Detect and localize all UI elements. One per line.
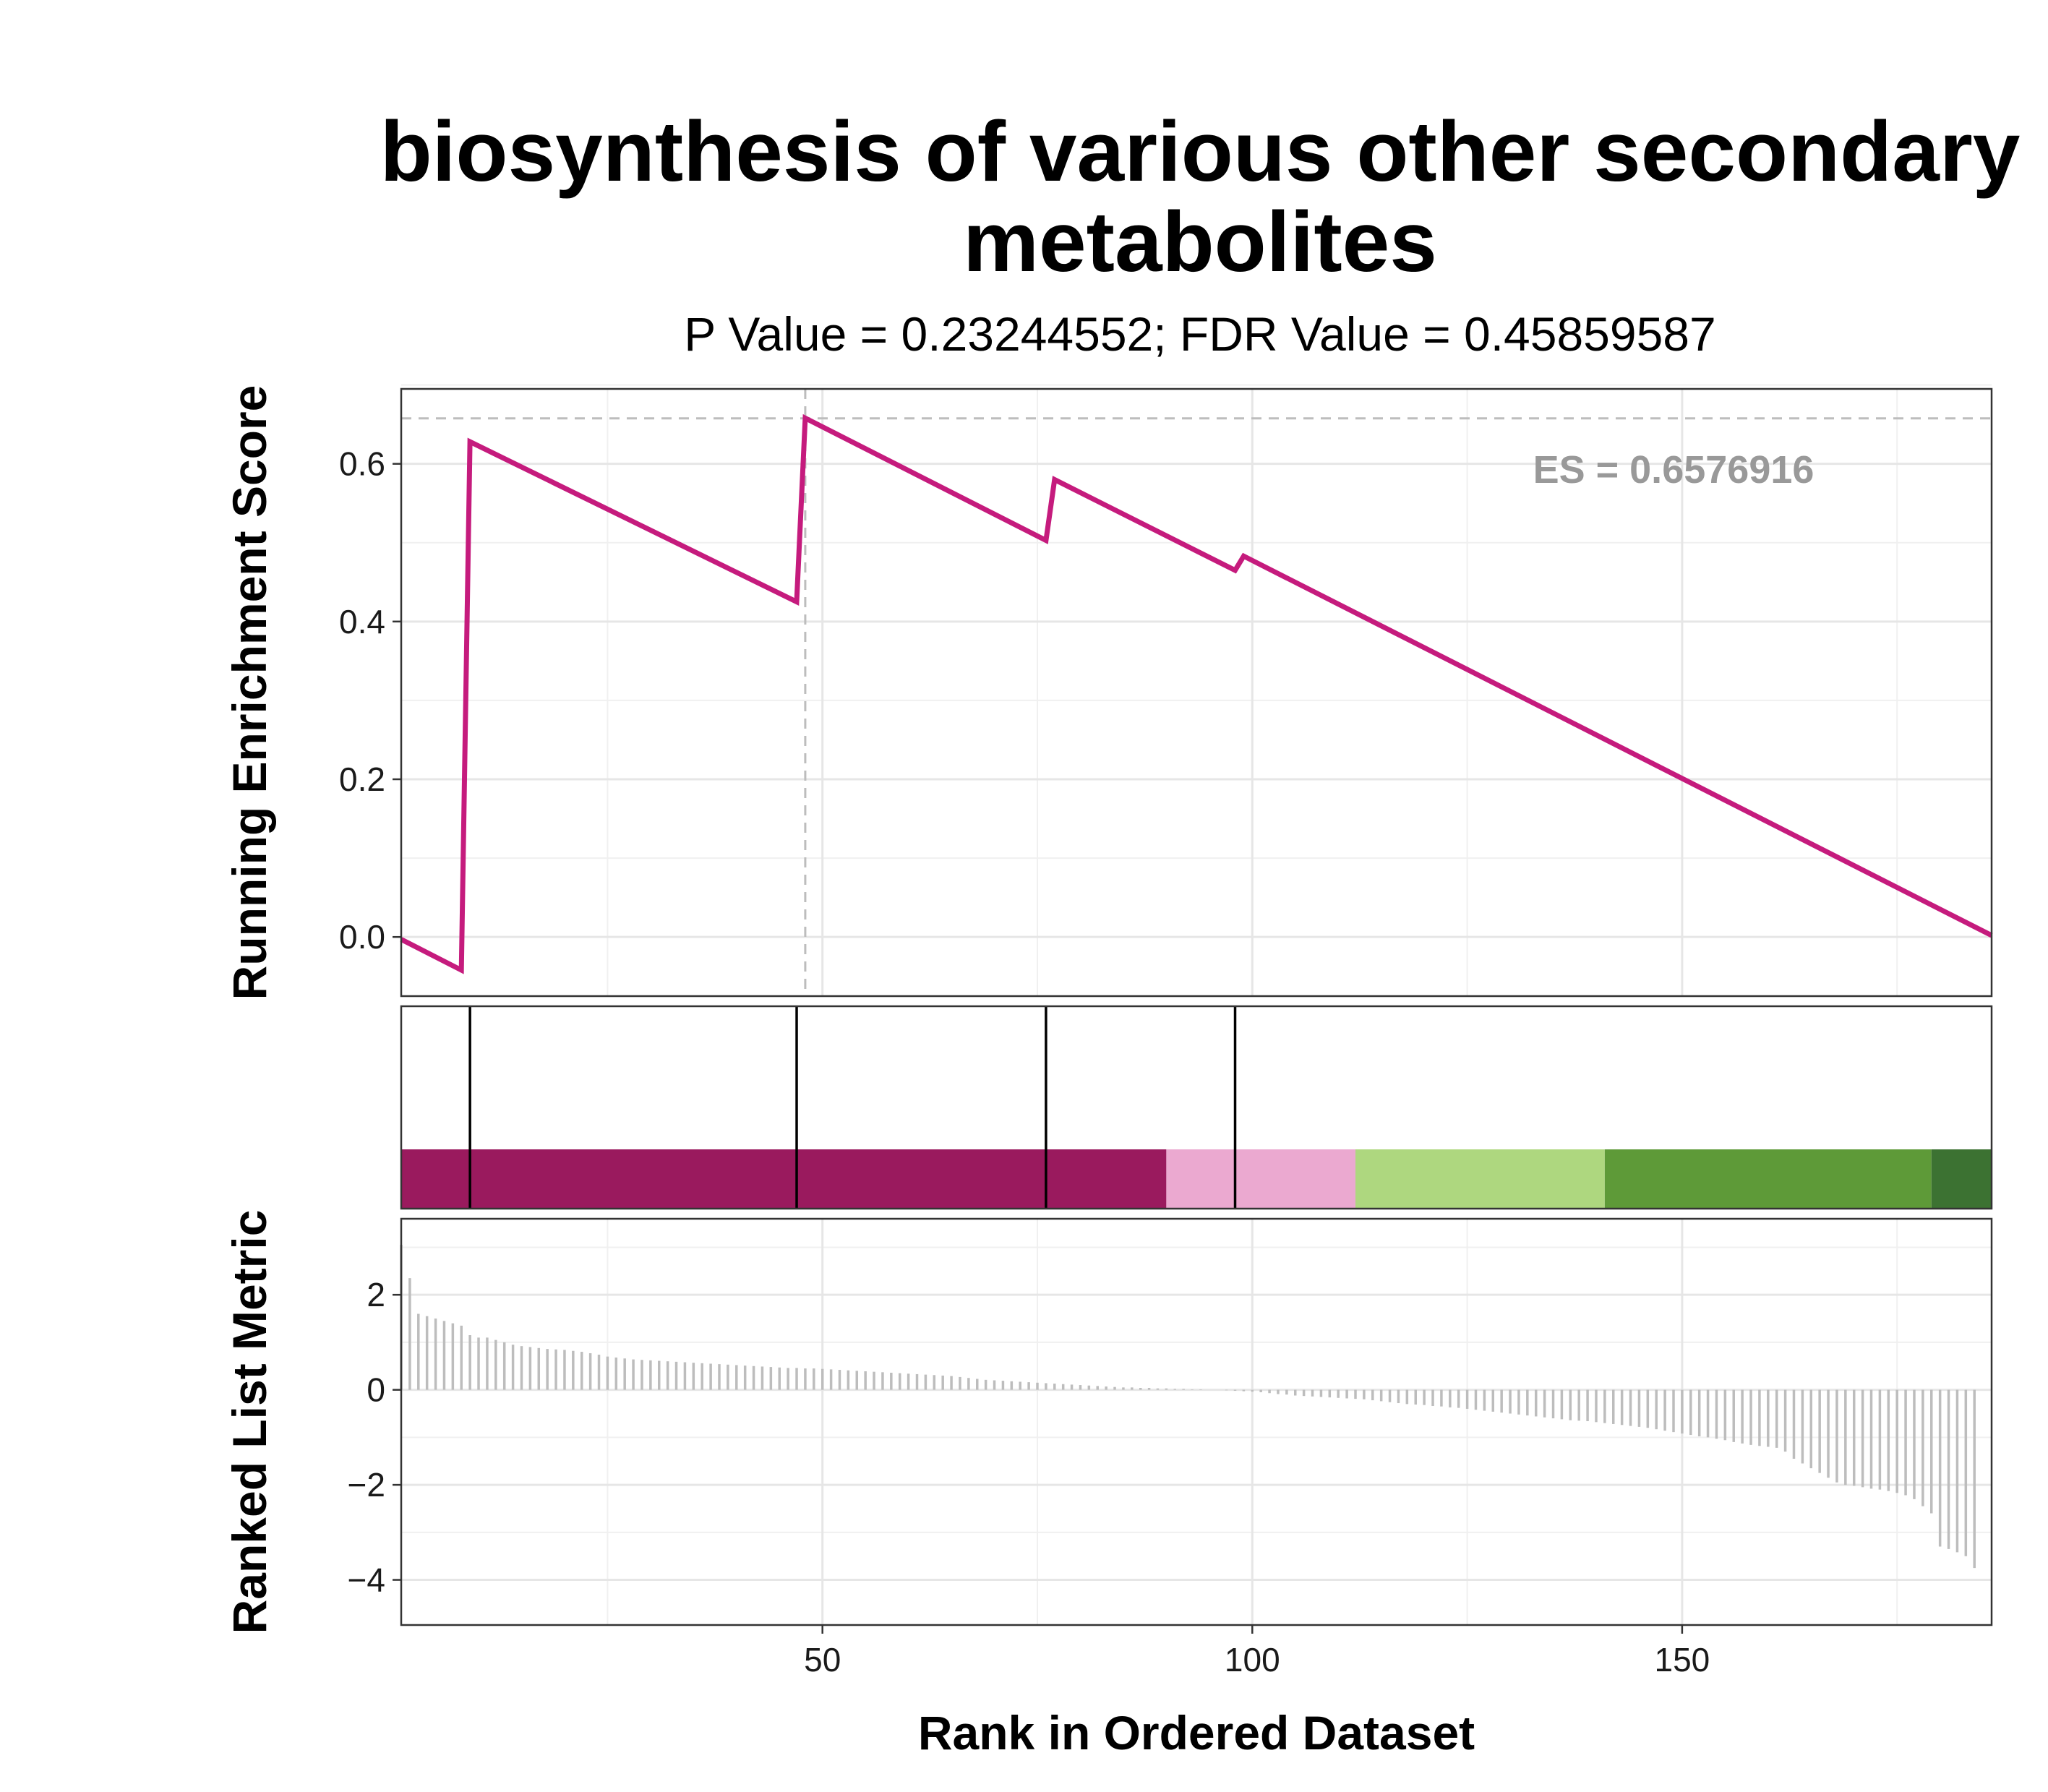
enrichment-y-ticks: 0.0 0.2 0.4 0.6 — [339, 445, 401, 956]
enrichment-panel: ES = 0.6576916 0.0 0.2 0.4 0.6 — [339, 384, 1993, 998]
es-annotation: ES = 0.6576916 — [1533, 448, 1815, 492]
ranked-y-axis-title: Ranked List Metric — [223, 1210, 276, 1634]
x-tick-label: 150 — [1655, 1641, 1710, 1679]
rank-color-band — [1931, 1149, 1992, 1209]
x-tick-label: 50 — [804, 1641, 841, 1679]
y-tick-label: 0.6 — [339, 445, 385, 483]
ranked-panel-background — [401, 1219, 1992, 1625]
gene-hit-lines — [468, 1006, 1237, 1209]
rank-color-bands — [401, 1149, 1992, 1209]
x-axis-ticks: 50 100 150 — [804, 1625, 1710, 1679]
y-tick-label: 0.2 — [339, 760, 385, 798]
rank-color-band — [1166, 1149, 1355, 1209]
ranked-minor-grid — [401, 1219, 1992, 1625]
hits-panel-border — [400, 1005, 1993, 1210]
ranked-y-ticks: 2 0 −2 −4 — [348, 1276, 401, 1599]
enrichment-major-grid — [401, 389, 1992, 996]
ranked-panel: 2 0 −2 −4 — [348, 1217, 1993, 1626]
y-tick-label: −4 — [348, 1561, 385, 1599]
rank-color-band — [401, 1149, 1167, 1209]
y-tick-label: 0.4 — [339, 603, 385, 640]
x-axis-title: Rank in Ordered Dataset — [918, 1706, 1475, 1759]
ranked-metric-bars — [400, 1245, 1976, 1569]
enrichment-panel-border — [400, 387, 1993, 998]
y-tick-label: 2 — [367, 1276, 385, 1313]
enrichment-y-axis-title: Running Enrichment Score — [223, 385, 276, 1000]
enrichment-reference-lines — [401, 389, 1992, 996]
hits-panel — [400, 1005, 1993, 1210]
rank-color-band — [1355, 1149, 1605, 1209]
y-tick-label: −2 — [348, 1466, 385, 1504]
enrichment-minor-grid — [401, 384, 1992, 996]
rank-color-band — [1604, 1149, 1932, 1209]
chart-subtitle: P Value = 0.23244552; FDR Value = 0.4585… — [684, 307, 1715, 361]
x-tick-label: 100 — [1225, 1641, 1280, 1679]
running-enrichment-line — [400, 413, 1993, 974]
ranked-panel-border — [400, 1217, 1993, 1626]
chart-title-line-1: biosynthesis of various other secondary — [380, 104, 2021, 200]
y-tick-label: 0 — [367, 1371, 385, 1409]
y-tick-label: 0.0 — [339, 918, 385, 956]
chart-title-line-2: metabolites — [963, 194, 1437, 290]
enrichment-panel-background — [401, 389, 1992, 996]
